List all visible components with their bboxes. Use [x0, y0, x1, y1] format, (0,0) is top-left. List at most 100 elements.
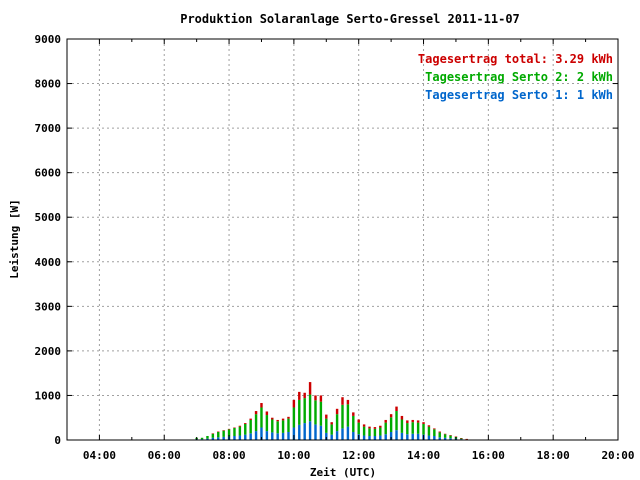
bar-segment-serto-2: [287, 418, 290, 432]
bar-segment-serto-1: [319, 425, 323, 440]
bar-segment-rest-total: [335, 408, 339, 415]
bar-segment-serto-1: [346, 426, 350, 440]
bar-segment-serto-2: [206, 435, 209, 439]
bar-segment-rest-total: [389, 414, 393, 418]
bar-segment-rest-total: [357, 419, 360, 423]
bar-segment-serto-2: [389, 417, 393, 432]
legend-entry: Tagesertrag total: 3.29 kWh: [418, 52, 613, 66]
bar-segment-rest-total: [379, 425, 382, 428]
bar-segment-serto-2: [330, 424, 333, 435]
bar-segment-rest-total: [217, 431, 220, 433]
bar-segment-serto-1: [443, 437, 447, 440]
x-tick-label: 14:00: [407, 449, 440, 462]
y-tick-label: 4000: [35, 256, 62, 269]
bar-segment-serto-2: [438, 432, 441, 438]
bar-segment-serto-1: [211, 437, 215, 440]
y-tick-label: 9000: [35, 33, 62, 46]
bar-segment-serto-1: [303, 423, 306, 440]
bar-segment-rest-total: [406, 420, 409, 424]
bar-segment-serto-2: [244, 423, 247, 435]
bar-segment-rest-total: [298, 391, 301, 400]
bar-segment-rest-total: [427, 425, 431, 427]
x-tick-label: 06:00: [148, 449, 181, 462]
bar-segment-serto-1: [411, 433, 414, 440]
bar-segment-serto-2: [308, 394, 312, 422]
bar-segment-serto-2: [460, 438, 463, 440]
y-tick-label: 2000: [35, 345, 62, 358]
bar-segment-rest-total: [373, 427, 377, 429]
bar-segment-serto-1: [254, 431, 258, 440]
bar-segment-serto-2: [265, 415, 269, 432]
bar-segment-serto-1: [325, 432, 328, 440]
bar-segment-serto-2: [303, 398, 306, 424]
bar-segment-rest-total: [222, 430, 225, 431]
bar-segment-serto-1: [341, 428, 344, 440]
bar-segment-serto-1: [287, 431, 290, 440]
bar-segment-serto-2: [335, 414, 339, 432]
grid-lines: [67, 39, 618, 440]
bar-segment-rest-total: [454, 436, 458, 437]
y-axis-label: Leistung [W]: [8, 199, 21, 278]
bar-segment-rest-total: [314, 395, 317, 401]
y-tick-label: 7000: [35, 122, 62, 135]
bar-segment-serto-2: [292, 407, 296, 428]
bar-segment-serto-1: [362, 435, 366, 440]
bar-segment-rest-total: [265, 411, 269, 416]
bar-segment-rest-total: [233, 427, 236, 429]
bar-segment-serto-1: [395, 430, 398, 440]
bar-segment-serto-2: [298, 399, 301, 425]
legend-entry: Tagesertrag Serto 2: 2 kWh: [425, 70, 613, 84]
x-tick-label: 20:00: [601, 449, 634, 462]
x-tick-label: 16:00: [472, 449, 505, 462]
x-tick-label: 12:00: [342, 449, 375, 462]
bar-segment-rest-total: [276, 419, 279, 422]
bar-segment-serto-2: [260, 407, 263, 428]
bar-segment-serto-2: [254, 414, 258, 432]
bar-segment-serto-2: [222, 430, 225, 437]
bar-segment-rest-total: [287, 416, 290, 419]
bar-segment-serto-2: [200, 437, 204, 440]
chart-title: Produktion Solaranlage Serto-Gressel 201…: [180, 12, 520, 26]
bar-segment-serto-1: [449, 438, 452, 440]
plot-frame: [66, 38, 619, 441]
bar-segment-serto-1: [379, 435, 382, 440]
bar-segment-rest-total: [303, 392, 306, 399]
bar-segment-rest-total: [271, 417, 274, 420]
bar-segment-serto-2: [427, 426, 431, 436]
x-tick-label: 08:00: [212, 449, 245, 462]
bar-segment-serto-2: [357, 422, 360, 435]
bar-segment-serto-1: [244, 434, 247, 440]
bar-segment-serto-1: [406, 434, 409, 440]
bar-segment-rest-total: [438, 431, 441, 433]
bar-segment-serto-2: [395, 411, 398, 431]
bar-segment-rest-total: [281, 418, 285, 421]
bar-segment-rest-total: [244, 423, 247, 424]
bar-segment-serto-1: [271, 432, 274, 440]
bar-segment-rest-total: [460, 438, 463, 439]
bar-segment-rest-total: [384, 419, 387, 423]
bar-segment-serto-1: [308, 421, 312, 440]
bar-segment-serto-2: [249, 419, 252, 434]
bar-segment-serto-1: [389, 431, 393, 440]
bar-segment-serto-2: [233, 427, 236, 436]
bar-segment-serto-2: [341, 404, 344, 429]
bar-segment-serto-2: [449, 435, 452, 439]
bar-segment-serto-1: [238, 435, 242, 440]
bar-segment-rest-total: [292, 399, 296, 408]
bar-segment-rest-total: [422, 422, 425, 424]
bar-segment-serto-1: [368, 435, 371, 440]
bar-segment-rest-total: [433, 428, 436, 430]
bar-segment-serto-1: [335, 431, 339, 440]
bar-segment-serto-1: [206, 438, 209, 440]
bar-segment-serto-2: [373, 428, 377, 436]
bar-segment-serto-1: [265, 431, 269, 440]
bar-segment-serto-2: [238, 426, 242, 436]
bar-segment-serto-2: [211, 433, 215, 438]
bar-segment-rest-total: [249, 418, 252, 420]
axis-ticks: 04:00 06:00 08:00 10:00 12:00 14:00 16:00 18:00…: [35, 33, 635, 462]
bar-segment-rest-total: [411, 419, 414, 423]
bar-segment-serto-2: [411, 422, 414, 434]
bar-segment-rest-total: [443, 433, 447, 435]
